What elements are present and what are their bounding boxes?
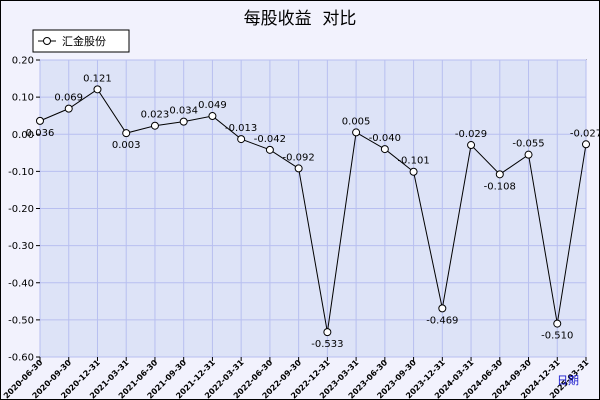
data-point [495,170,504,179]
data-label: -0.533 [311,339,343,350]
data-label: -0.042 [254,134,286,145]
data-point [409,167,418,176]
data-label: 0.049 [198,100,227,111]
y-axis: 0.20 0.10 0.00 -0.10 -0.20 -0.30 -0.40 -0.50 -0.… [8,56,40,364]
y-tick-label: 0.00 [12,130,34,141]
series-line [39,88,587,333]
y-tick-label: 0.10 [12,93,34,104]
data-point [93,85,102,94]
data-point [582,140,590,149]
data-label: -0.013 [225,123,257,134]
data-point [467,141,476,150]
legend-marker [43,37,51,45]
data-point [380,145,389,154]
y-tick-label: -0.60 [8,353,34,364]
data-point [524,150,533,159]
legend: 汇金股份 [32,29,130,53]
y-tick-label: -0.20 [8,204,34,215]
data-point [208,112,217,121]
data-label: 0.023 [141,110,170,121]
x-axis: 2020-06-302020-09-302020-12-312021-03-31… [2,357,591,400]
data-points [36,85,590,337]
data-label: 0.003 [112,140,141,151]
data-label: -0.055 [512,139,544,150]
data-label: 0.034 [169,106,198,117]
data-label: -0.040 [369,133,401,144]
data-point [352,128,361,137]
data-label: -0.108 [484,181,516,192]
data-label: 0.121 [83,73,112,84]
data-label: -0.092 [283,152,315,163]
data-label: -0.510 [541,331,573,342]
chart-title: 每股收益 对比 [243,9,357,29]
data-label: 0.069 [54,93,83,104]
data-point [122,129,131,138]
data-label: 0.036 [26,128,55,139]
data-point [438,304,447,313]
data-point [265,145,274,154]
data-label: -0.469 [426,315,458,326]
data-label: -0.027 [570,128,600,139]
data-label: -0.101 [397,156,429,167]
data-point [64,104,73,113]
y-tick-label: -0.30 [8,241,34,252]
data-label: 0.005 [342,116,371,127]
data-point [553,319,562,328]
data-point [36,116,44,125]
data-point [179,117,188,126]
grid-lines [39,59,587,358]
data-point [323,328,332,337]
y-tick-label: 0.20 [12,56,34,67]
y-tick-label: -0.40 [8,278,34,289]
legend-label: 汇金股份 [62,34,106,48]
data-point [237,135,246,144]
data-point [294,164,303,173]
data-point [150,121,159,130]
data-label: -0.029 [455,129,487,140]
x-axis-title: 日期 [557,374,579,387]
y-tick-label: -0.50 [8,315,34,326]
y-tick-label: -0.10 [8,167,34,178]
legend-box [32,29,130,53]
series-lines [39,88,587,333]
